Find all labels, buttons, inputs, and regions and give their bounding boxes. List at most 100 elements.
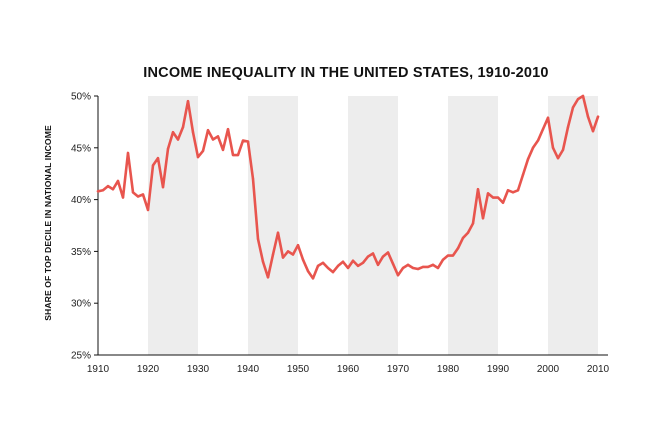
data-point-1961 — [351, 259, 355, 262]
data-point-1964 — [366, 255, 370, 258]
x-tick-label: 1990 — [487, 364, 510, 375]
data-point-2005 — [571, 106, 575, 109]
data-point-1986 — [476, 188, 480, 191]
data-point-1937 — [231, 153, 235, 157]
data-point-1984 — [466, 231, 470, 234]
data-point-1996 — [526, 157, 530, 161]
data-point-1956 — [326, 266, 330, 270]
data-point-1911 — [101, 189, 105, 192]
data-point-1948 — [286, 250, 290, 253]
data-point-1942 — [256, 237, 260, 241]
data-point-1931 — [201, 149, 205, 153]
y-tick-label: 35% — [71, 247, 91, 258]
data-point-1926 — [176, 138, 180, 141]
data-point-1943 — [261, 260, 265, 263]
data-point-1998 — [536, 139, 540, 142]
data-point-1990 — [496, 196, 500, 199]
data-point-2002 — [556, 156, 560, 160]
data-point-1983 — [461, 236, 465, 240]
data-point-1975 — [421, 265, 425, 269]
data-point-1915 — [121, 196, 125, 199]
data-point-1912 — [106, 184, 110, 188]
y-axis-ticks: 25% 30% 35% 40% 45% 50% — [71, 92, 98, 362]
x-tick-label: 1950 — [287, 364, 310, 375]
x-tick-label: 1920 — [137, 364, 160, 375]
data-point-1952 — [306, 269, 310, 273]
data-point-1987 — [481, 217, 485, 220]
data-point-1971 — [401, 266, 405, 270]
data-point-1985 — [471, 222, 475, 225]
data-point-1946 — [276, 231, 280, 234]
data-point-1974 — [416, 267, 420, 271]
data-point-1940 — [246, 140, 250, 143]
data-point-2003 — [561, 148, 565, 152]
data-point-1994 — [516, 189, 520, 192]
data-point-2007 — [581, 94, 585, 98]
data-point-1922 — [156, 156, 160, 160]
data-point-1980 — [446, 254, 450, 257]
data-point-1957 — [331, 270, 335, 274]
data-point-1910 — [96, 190, 100, 193]
data-point-1945 — [271, 253, 275, 256]
data-point-1991 — [501, 201, 505, 204]
data-point-1934 — [216, 135, 220, 138]
data-point-1950 — [296, 243, 300, 247]
x-tick-label: 1970 — [387, 364, 410, 375]
data-point-1913 — [111, 188, 115, 191]
data-point-1939 — [241, 139, 245, 142]
shaded-band-1920s — [148, 96, 198, 355]
shaded-band-1960s — [348, 96, 398, 355]
x-tick-label: 2000 — [537, 364, 560, 375]
y-tick-label: 40% — [71, 195, 91, 206]
data-point-1968 — [386, 251, 390, 254]
data-point-1959 — [341, 260, 345, 263]
data-point-1963 — [361, 261, 365, 264]
data-point-1970 — [396, 274, 400, 277]
data-point-2006 — [576, 97, 580, 101]
data-point-2004 — [566, 125, 570, 129]
data-point-1953 — [311, 277, 315, 280]
data-point-1965 — [371, 252, 375, 255]
data-point-2010 — [596, 115, 600, 118]
data-point-1914 — [116, 179, 120, 183]
data-point-1933 — [211, 138, 215, 141]
y-tick-label: 45% — [71, 143, 91, 154]
data-point-1960 — [346, 266, 350, 270]
data-point-1924 — [166, 147, 170, 151]
data-point-1932 — [206, 128, 210, 132]
data-point-1966 — [376, 263, 380, 267]
data-point-1967 — [381, 255, 385, 258]
data-point-1992 — [506, 189, 510, 192]
data-points — [96, 94, 600, 280]
data-point-1935 — [221, 148, 225, 152]
data-point-1982 — [456, 247, 460, 250]
data-point-1925 — [171, 131, 175, 134]
data-point-1927 — [181, 125, 185, 129]
data-point-1929 — [191, 131, 195, 134]
data-point-1972 — [406, 263, 410, 267]
data-point-1989 — [491, 196, 495, 199]
shaded-band-2000s — [548, 96, 598, 355]
x-tick-label: 1980 — [437, 364, 460, 375]
data-point-1973 — [411, 266, 415, 270]
data-point-1993 — [511, 191, 515, 194]
x-axis-ticks: 1910 1920 1930 1940 1950 1960 1970 1980 1990 2000… — [87, 364, 610, 375]
data-point-1988 — [486, 192, 490, 195]
x-tick-label: 1910 — [87, 364, 110, 375]
data-point-1978 — [436, 266, 440, 270]
data-point-1999 — [541, 127, 545, 131]
data-point-1958 — [336, 264, 340, 268]
data-point-1936 — [226, 127, 230, 131]
data-point-1916 — [126, 151, 130, 155]
data-point-1928 — [186, 99, 190, 103]
y-axis-label: SHARE OF TOP DECILE IN NATIONAL INCOME — [43, 125, 53, 321]
data-point-1979 — [441, 258, 445, 261]
x-tick-label: 1940 — [237, 364, 260, 375]
data-point-1962 — [356, 264, 360, 268]
chart-title: INCOME INEQUALITY IN THE UNITED STATES, … — [143, 65, 548, 81]
data-point-1969 — [391, 262, 395, 266]
data-point-2008 — [586, 115, 590, 118]
data-point-1951 — [301, 258, 305, 261]
data-point-1923 — [161, 185, 165, 189]
